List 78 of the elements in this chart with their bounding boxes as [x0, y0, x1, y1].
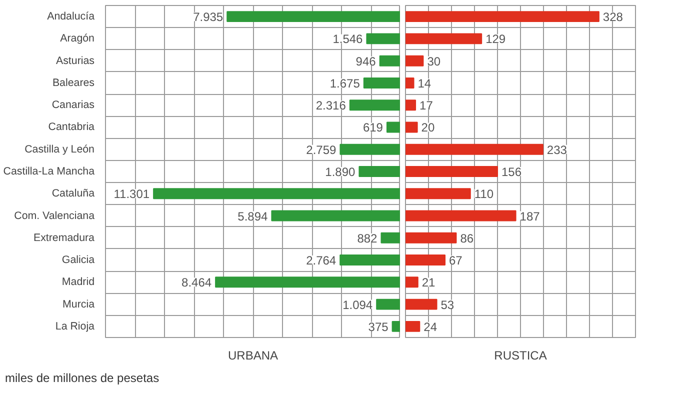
y-tick-label: La Rioja: [55, 320, 95, 332]
bar: [406, 77, 414, 88]
bar: [406, 166, 498, 177]
bar: [406, 11, 600, 22]
y-tick-label: Andalucía: [47, 10, 95, 23]
bar: [380, 232, 400, 244]
data-label: 86: [460, 231, 474, 246]
bar: [406, 320, 420, 332]
data-label: 328: [602, 10, 624, 24]
bar: [153, 188, 400, 200]
data-label: 187: [520, 209, 540, 224]
data-label: 375: [368, 320, 389, 334]
bar: [406, 55, 424, 66]
data-label: 946: [356, 54, 376, 68]
data-label: 882: [357, 231, 378, 246]
data-label: 1.094: [342, 298, 373, 312]
data-label: 156: [502, 165, 522, 179]
data-label: 129: [486, 32, 506, 46]
text: miles de millones de pesetas: [5, 370, 160, 387]
bar: [226, 11, 400, 22]
data-label: 1.675: [330, 76, 360, 90]
bar: [386, 122, 400, 133]
data-label: 53: [440, 298, 454, 312]
data-label: 1.890: [325, 165, 356, 179]
data-label: 1.546: [332, 32, 364, 46]
bar: [406, 33, 482, 44]
y-tick-label: Cataluña: [52, 188, 95, 200]
bar: [406, 232, 457, 244]
bar: [392, 320, 400, 332]
data-label: 110: [474, 187, 494, 202]
data-label: 24: [424, 320, 438, 334]
data-label: 17: [420, 98, 434, 113]
y-tick-label: Com. Valenciana: [14, 210, 95, 222]
bar: [363, 77, 400, 88]
data-label: 619: [362, 120, 384, 135]
bar: [406, 276, 418, 288]
data-label: 2.759: [306, 142, 337, 157]
bar: [340, 254, 400, 266]
bar: [349, 100, 400, 111]
bar: [406, 254, 446, 266]
data-label: 67: [449, 254, 463, 268]
bar: [215, 276, 400, 288]
bar: [406, 188, 471, 200]
data-label: 5.894: [238, 209, 268, 224]
bar: [379, 55, 400, 66]
bar: [358, 166, 400, 177]
x-axis-title: URBANA: [228, 348, 278, 362]
y-tick-label: Castilla y León: [24, 143, 95, 156]
data-label: 2.764: [306, 254, 336, 268]
y-tick-label: Galicia: [62, 254, 95, 266]
y-tick-label: Cantabria: [48, 121, 95, 134]
data-label: 8.464: [182, 276, 212, 290]
data-label: 233: [546, 142, 568, 157]
bar: [406, 298, 438, 310]
y-tick-label: Canarias: [52, 99, 95, 112]
bar: [271, 210, 400, 222]
y-tick-label: Extremadura: [33, 232, 95, 244]
data-label: 21: [422, 276, 436, 290]
y-tick-label: Asturias: [56, 54, 95, 67]
y-tick-label: Baleares: [52, 76, 95, 89]
bar: [406, 100, 416, 111]
y-tick-label: Murcia: [62, 298, 95, 310]
y-tick-label: Madrid: [62, 276, 95, 288]
data-label: 20: [421, 120, 435, 135]
bar: [340, 144, 400, 155]
data-label: 11.301: [114, 187, 150, 202]
data-label: 7.935: [193, 10, 224, 24]
bar: [406, 144, 544, 155]
y-tick-label: Aragón: [60, 32, 95, 45]
bar: [366, 33, 400, 44]
data-label: 2.316: [316, 98, 346, 113]
bar: [406, 210, 516, 222]
bar: [406, 122, 418, 133]
data-label: 30: [427, 54, 441, 68]
y-tick-label: Castilla-La Mancha: [3, 166, 95, 178]
x-axis-title: RUSTICA: [494, 348, 547, 362]
data-label: 14: [418, 76, 432, 90]
bar: [376, 298, 400, 310]
